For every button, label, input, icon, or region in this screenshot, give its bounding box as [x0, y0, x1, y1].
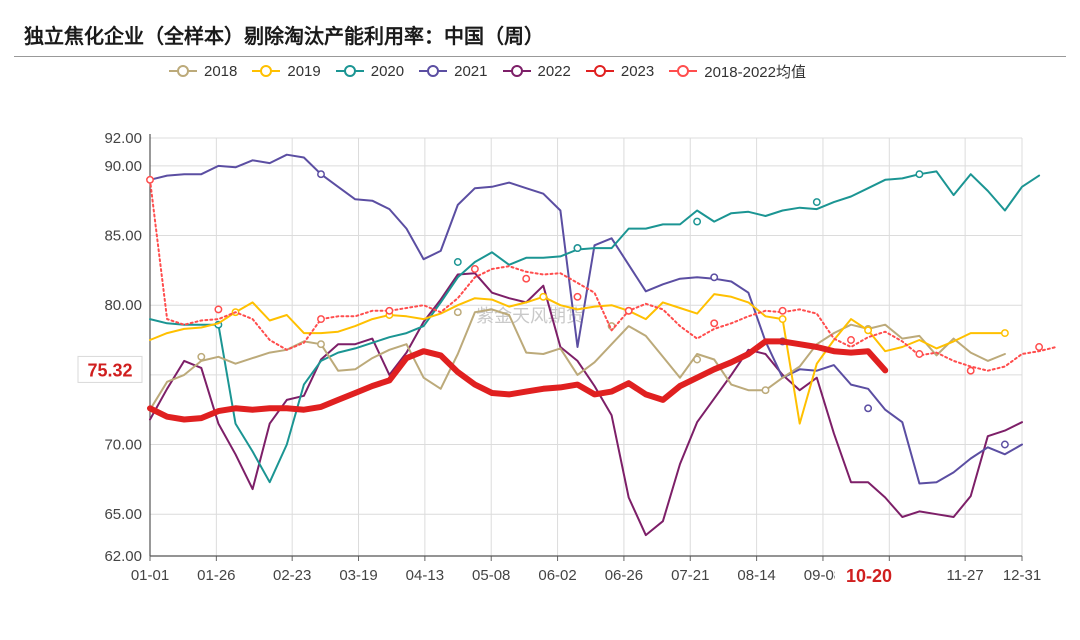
y-tick-label: 80.00 — [104, 297, 142, 314]
series-point-2018 — [453, 308, 462, 317]
series-point-2018-2022均值 — [146, 175, 154, 184]
highlight-x-label: 10-20 — [846, 566, 892, 586]
x-tick-label: 04-13 — [406, 567, 444, 584]
legend-item-2019[interactable]: 2019 — [251, 62, 321, 80]
series-point-2018-2022均值 — [778, 306, 787, 315]
watermark: 紫金天风期货 — [476, 306, 584, 327]
series-point-2018-2022均值 — [1035, 343, 1044, 351]
x-tick-label: 06-26 — [605, 567, 643, 584]
y-tick-label: 85.00 — [104, 228, 142, 245]
legend-swatch — [419, 65, 448, 77]
series-point-2020 — [453, 258, 462, 266]
series-point-2019 — [539, 292, 548, 301]
y-tick-label: 90.00 — [104, 158, 142, 175]
series-point-2018 — [693, 355, 702, 364]
series-line-2018-2022均值 — [149, 178, 1058, 372]
legend-swatch — [669, 65, 698, 77]
x-tick-label: 01-26 — [197, 567, 235, 584]
x-tick-label: 05-08 — [472, 567, 510, 584]
y-tick-label: 70.00 — [104, 437, 142, 454]
chart-legend[interactable]: 2018 2019 2020 2021 2022 2023 2018-2022均值 — [168, 60, 820, 82]
series-point-2020 — [693, 217, 702, 226]
x-tick-label: 02-23 — [273, 567, 311, 584]
legend-item-2020[interactable]: 2020 — [335, 63, 404, 80]
legend-item-2018[interactable]: 2018 — [168, 63, 237, 80]
series-line-2021 — [149, 153, 1023, 485]
series-line-2022 — [149, 272, 1023, 537]
legend-label: 2019 — [287, 62, 321, 80]
series-point-2018 — [317, 340, 325, 349]
highlight-annotations: 75.32 10-20 — [77, 355, 903, 590]
y-tick-label: 65.00 — [104, 506, 142, 523]
series-point-2018-2022均值 — [385, 306, 394, 315]
x-tick-label: 12-31 — [1003, 567, 1041, 584]
legend-item-2022[interactable]: 2022 — [502, 63, 571, 80]
legend-swatch — [335, 65, 364, 77]
legend-swatch — [502, 65, 531, 77]
x-tick-label: 06-02 — [538, 567, 576, 584]
y-tick-label: 92.00 — [104, 130, 142, 147]
series-point-2020 — [812, 198, 821, 207]
highlight-x-box — [835, 562, 903, 590]
series-point-2021 — [710, 273, 719, 282]
legend-swatch — [585, 65, 614, 77]
series-line-2020 — [149, 170, 1041, 484]
page-title: 独立焦化企业（全样本）剔除淘汰产能利用率：中国（周） — [24, 24, 544, 48]
series-point-2018-2022均值 — [624, 306, 633, 315]
series-point-2018-2022均值 — [915, 350, 924, 358]
highlight-value-label: 75.32 — [87, 360, 132, 380]
series-line-2019 — [149, 293, 1006, 425]
series-point-2020 — [915, 170, 924, 179]
legend-label: 2023 — [620, 62, 655, 80]
highlight-value-box — [77, 355, 143, 383]
series-point-2018-2022均值 — [710, 319, 719, 328]
series-point-2019 — [778, 315, 787, 324]
legend-label: 2020 — [370, 62, 405, 80]
series-point-2018 — [197, 352, 206, 361]
series-point-2018-2022均值 — [470, 265, 479, 273]
legend-label: 2018 — [204, 62, 238, 80]
legend-label: 2018-2022均值 — [704, 63, 806, 81]
series-point-2018-2022均值 — [847, 336, 855, 344]
y-tick-label: 62.00 — [104, 548, 142, 565]
series-point-2018-2022均值 — [522, 274, 531, 283]
series-point-2018-2022均值 — [573, 292, 582, 301]
x-tick-label: 01-01 — [131, 567, 169, 584]
series-point-2018-2022均值 — [966, 366, 975, 375]
series-point-2018-2022均值 — [317, 315, 325, 324]
legend-swatch — [252, 65, 281, 77]
legend-label: 2022 — [537, 62, 571, 80]
x-tick-label: 11-27 — [946, 567, 983, 584]
x-tick-label: 09-08 — [804, 567, 842, 584]
x-tick-label: 08-14 — [737, 567, 775, 584]
chart-series — [146, 153, 1058, 537]
title-divider — [14, 56, 1066, 57]
series-point-2019 — [864, 326, 873, 335]
x-tick-label: 03-19 — [339, 567, 377, 584]
series-point-2021 — [1000, 440, 1009, 449]
legend-item-2018-2022均值[interactable]: 2018-2022均值 — [668, 61, 806, 82]
legend-item-2021[interactable]: 2021 — [418, 62, 488, 80]
series-point-2018 — [761, 386, 770, 395]
series-point-2019 — [1000, 329, 1009, 338]
legend-label: 2021 — [454, 62, 488, 80]
series-point-2021 — [317, 170, 325, 179]
series-point-2020 — [573, 244, 582, 253]
x-tick-label: 07-21 — [671, 567, 709, 584]
legend-item-2023[interactable]: 2023 — [585, 63, 654, 80]
x-axis: 01-01 01-26 02-23 03-19 04-13 05-08 06-02 06-26… — [131, 555, 1041, 584]
series-point-2018-2022均值 — [214, 305, 223, 314]
legend-swatch — [169, 65, 197, 77]
series-line-2023 — [147, 338, 889, 423]
series-point-2021 — [864, 404, 873, 413]
